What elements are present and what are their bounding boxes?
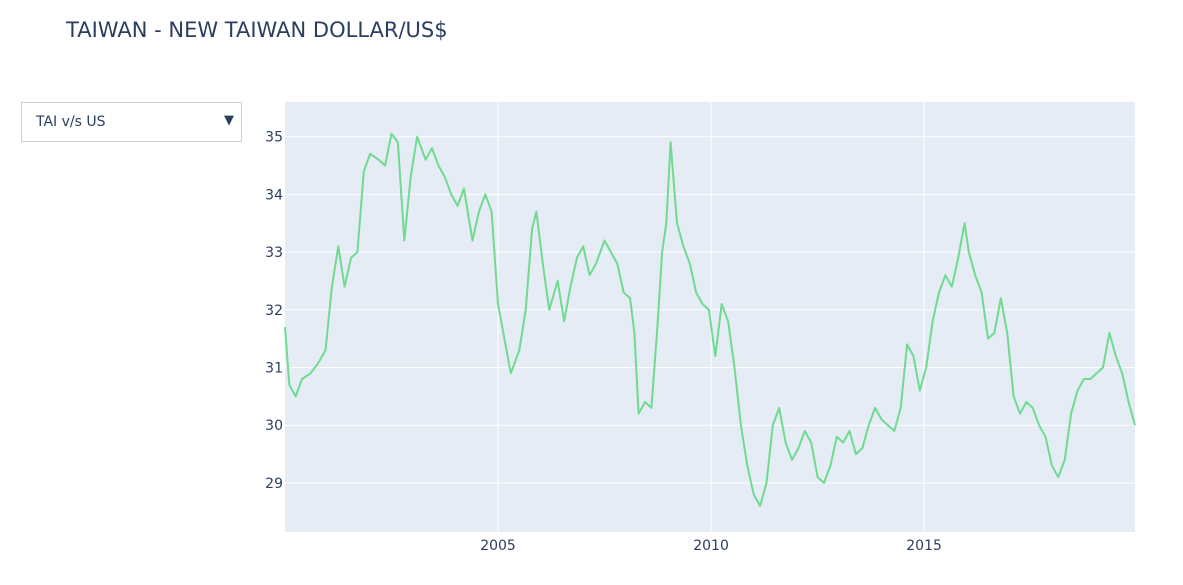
- x-tick-label: 2005: [480, 538, 516, 554]
- y-tick-label: 30: [265, 418, 283, 434]
- dropdown-selected-value: TAI v/s US: [36, 114, 106, 130]
- page-title: TAIWAN - NEW TAIWAN DOLLAR/US$: [66, 18, 448, 42]
- y-tick-label: 29: [265, 476, 283, 492]
- y-tick-label: 32: [265, 303, 283, 319]
- x-gridlines: [497, 102, 925, 532]
- y-tick-label: 33: [265, 245, 283, 261]
- y-gridlines: [285, 136, 1135, 484]
- series-line: [284, 132, 1136, 507]
- series-layer: [284, 132, 1136, 507]
- x-axis-ticks: 2005 2010 2015: [480, 538, 942, 554]
- currency-pair-dropdown[interactable]: TAI v/s US ▼: [21, 102, 242, 142]
- y-tick-label: 34: [265, 187, 283, 203]
- caret-down-icon: ▼: [224, 113, 234, 128]
- y-tick-label: 35: [265, 130, 283, 146]
- x-tick-label: 2010: [693, 538, 729, 554]
- y-axis-ticks: 29 30 31 32 33 34 35: [265, 130, 283, 492]
- x-tick-label: 2015: [906, 538, 942, 554]
- y-tick-label: 31: [265, 361, 283, 377]
